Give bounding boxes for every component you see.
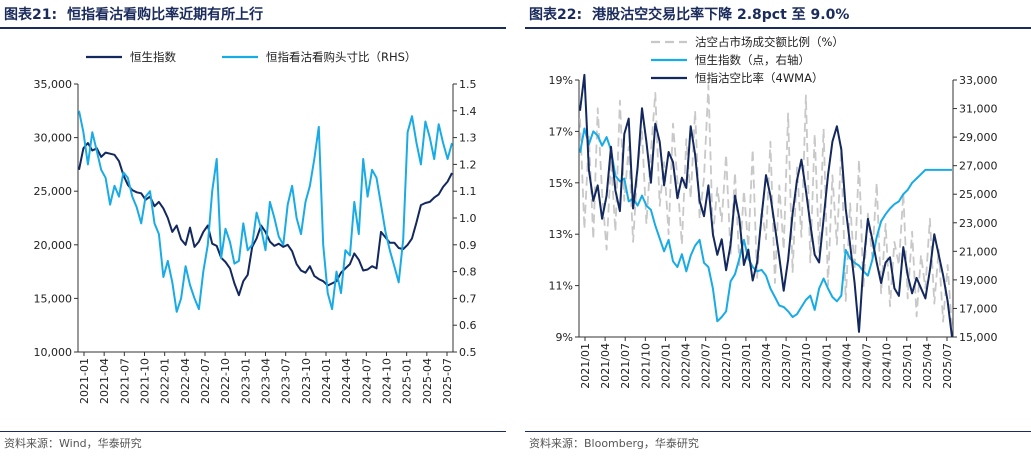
x-tick-label: 2022/01	[659, 343, 672, 389]
left-tick-label: 20,000	[34, 239, 73, 252]
chart-title: 图表22: 港股沽空交易比率下降 2.8pct 至 9.0%	[529, 7, 850, 23]
x-tick-label: 2024/04	[840, 343, 853, 389]
right-chart-panel: 图表22: 港股沽空交易比率下降 2.8pct 至 9.0% 9% 11% 13% 15…	[525, 0, 1031, 456]
left-tick-label: 10,000	[34, 346, 73, 359]
source-note: 资料来源：Wind，华泰研究	[4, 437, 142, 450]
right-tick-label: 27,000	[959, 160, 998, 173]
right-tick-label: 0.7	[459, 292, 477, 305]
right-tick-label: 0.8	[459, 266, 477, 279]
x-tick-label: 2021/10	[639, 343, 652, 389]
right-tick-label: 25,000	[959, 188, 998, 201]
right-tick-label: 1.2	[459, 158, 477, 171]
right-tick-label: 1.1	[459, 185, 477, 198]
left-tick-label: 13%	[549, 228, 573, 241]
legend-label: 恒指沽空比率（4WMA）	[695, 71, 823, 85]
legend-label: 恒指看沽看购头寸比（RHS）	[266, 50, 416, 64]
left-tick-label: 25,000	[34, 185, 73, 198]
x-tick-label: 2022/10	[720, 343, 733, 389]
source-note: 资料来源：Bloomberg，华泰研究	[529, 437, 699, 450]
right-tick-label: 23,000	[959, 217, 998, 230]
right-tick-label: 1.5	[459, 78, 477, 91]
x-tick-label: 2024-04	[340, 358, 353, 404]
x-tick-label: 2024/01	[820, 343, 833, 389]
x-tick-label: 2023-04	[260, 358, 273, 404]
left-tick-label: 19%	[549, 74, 573, 87]
x-tick-label: 2022/07	[700, 343, 713, 389]
left-tick-label: 15,000	[34, 292, 73, 305]
right-tick-label: 19,000	[959, 274, 998, 287]
left-chart-svg: 10,000 15,000 20,000 25,000 30,000 35,000 0.5 0…	[34, 50, 477, 404]
left-tick-label: 17%	[549, 125, 573, 138]
right-tick-label: 1.3	[459, 132, 477, 145]
x-tick-label: 2024/07	[861, 343, 874, 389]
x-tick-label: 2022/04	[680, 343, 693, 389]
x-tick-label: 2023/10	[800, 343, 813, 389]
x-tick-label: 2023-01	[239, 358, 252, 404]
x-tick-label: 2021-04	[98, 358, 111, 404]
x-tick-label: 2021/01	[579, 343, 592, 389]
right-tick-label: 31,000	[959, 103, 998, 116]
right-tick-label: 29,000	[959, 131, 998, 144]
x-tick-label: 2023/07	[780, 343, 793, 389]
left-tick-label: 9%	[556, 331, 573, 344]
right-tick-label: 0.5	[459, 346, 477, 359]
right-tick-label: 1.0	[459, 212, 477, 225]
x-tick-label: 2023-10	[300, 358, 313, 404]
x-tick-label: 2024/10	[881, 343, 894, 389]
left-tick-label: 35,000	[34, 78, 73, 91]
right-tick-label: 0.6	[459, 319, 477, 332]
left-chart-panel: 图表21: 恒指看沽看购比率近期有所上行 10,000 15,000 20,000 25…	[0, 0, 506, 456]
x-tick-label: 2025/07	[941, 343, 954, 389]
series-line-2	[579, 127, 952, 323]
title-rule	[525, 27, 1031, 29]
x-tick-label: 2023/01	[740, 343, 753, 389]
right-tick-label: 0.9	[459, 239, 477, 252]
left-tick-label: 30,000	[34, 132, 73, 145]
x-tick-label: 2022-07	[199, 358, 212, 404]
right-tick-label: 15,000	[959, 331, 998, 344]
right-tick-label: 1.4	[459, 105, 477, 118]
x-tick-label: 2023/04	[760, 343, 773, 389]
left-tick-label: 11%	[549, 280, 573, 293]
right-tick-label: 17,000	[959, 302, 998, 315]
right-chart-svg: 9% 11% 13% 15% 17% 19% 15,000 17,000 19,000 21,00…	[549, 35, 998, 389]
title-rule	[0, 27, 506, 29]
legend-label: 恒生指数（点，右轴）	[695, 53, 810, 67]
series-line-2	[78, 110, 453, 313]
legend-label: 恒生指数	[130, 50, 176, 64]
x-tick-label: 2024-10	[381, 358, 394, 404]
series-line-1	[579, 84, 953, 330]
x-tick-label: 2023-07	[280, 358, 293, 404]
x-tick-label: 2025-01	[401, 358, 414, 404]
x-tick-label: 2021-07	[118, 358, 131, 404]
x-tick-label: 2025-07	[441, 358, 454, 404]
x-tick-label: 2025/01	[901, 343, 914, 389]
left-tick-label: 15%	[549, 177, 573, 190]
source-rule	[0, 431, 506, 432]
x-tick-label: 2025-04	[421, 358, 434, 404]
x-tick-label: 2024-01	[320, 358, 333, 404]
x-tick-label: 2021/04	[599, 343, 612, 389]
x-tick-label: 2022-01	[159, 358, 172, 404]
source-rule	[525, 431, 1031, 432]
x-tick-label: 2025/04	[921, 343, 934, 389]
right-tick-label: 21,000	[959, 245, 998, 258]
x-tick-label: 2021/07	[619, 343, 632, 389]
x-tick-label: 2022-10	[219, 358, 232, 404]
x-tick-label: 2024-07	[360, 358, 373, 404]
x-tick-label: 2021-10	[139, 358, 152, 404]
x-tick-label: 2022-04	[179, 358, 192, 404]
legend-label: 沽空占市场成交额比例（%）	[695, 35, 844, 49]
x-tick-label: 2021-01	[78, 358, 91, 404]
series-line-3	[579, 73, 953, 338]
chart-title: 图表21: 恒指看沽看购比率近期有所上行	[4, 7, 264, 23]
series-line-1	[78, 142, 453, 297]
right-tick-label: 33,000	[959, 74, 998, 87]
